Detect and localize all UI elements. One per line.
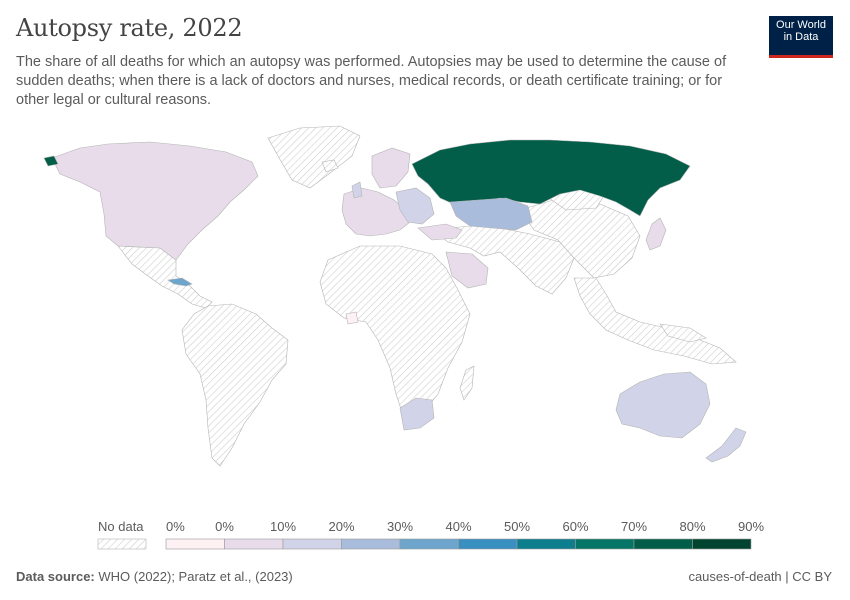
region-australia[interactable] bbox=[615, 371, 711, 439]
legend-bin-label: 40% bbox=[445, 519, 471, 534]
legend-bin-label: 60% bbox=[562, 519, 588, 534]
region-alaska-tip[interactable] bbox=[43, 155, 59, 167]
region-mexico-central-america[interactable] bbox=[117, 245, 213, 309]
legend-bin-label: 0% bbox=[166, 519, 185, 534]
legend-no-data-label: No data bbox=[98, 519, 144, 534]
legend-bin-swatch[interactable] bbox=[165, 538, 225, 550]
region-iceland[interactable] bbox=[321, 159, 339, 173]
region-madagascar[interactable] bbox=[459, 365, 475, 401]
data-source-text[interactable]: WHO (2022); Paratz et al., (2023) bbox=[98, 569, 293, 584]
legend-bin-label: 50% bbox=[504, 519, 530, 534]
region-south-africa[interactable] bbox=[399, 397, 435, 431]
legend-bin-swatch[interactable] bbox=[341, 538, 401, 550]
region-new-zealand[interactable] bbox=[705, 427, 747, 463]
legend-bin-swatch[interactable] bbox=[516, 538, 576, 550]
legend-bin-swatch[interactable] bbox=[458, 538, 518, 550]
region-north-america[interactable] bbox=[51, 141, 259, 261]
owid-logo[interactable]: Our World in Data bbox=[769, 16, 833, 58]
region-southeast-asia[interactable] bbox=[573, 277, 737, 365]
map-legend: No data 0% 0% 10% 20% 30% 40% 50% 60% 70% 80% 90% bbox=[97, 519, 764, 550]
legend-bin-label: 0% bbox=[215, 519, 234, 534]
region-greenland[interactable] bbox=[267, 125, 361, 189]
logo-line-2: in Data bbox=[783, 31, 819, 43]
region-new-guinea[interactable] bbox=[659, 323, 707, 343]
region-kazakhstan[interactable] bbox=[449, 197, 533, 231]
legend-bin-swatch[interactable] bbox=[692, 538, 752, 550]
legend-bin-swatch[interactable] bbox=[575, 538, 635, 550]
region-western-europe[interactable] bbox=[341, 187, 411, 237]
data-source-label: Data source: bbox=[16, 569, 95, 584]
region-cuba[interactable] bbox=[167, 277, 193, 287]
legend-bin-label: 20% bbox=[328, 519, 354, 534]
region-turkey[interactable] bbox=[417, 223, 463, 241]
chart-title: Autopsy rate, 2022 bbox=[16, 14, 243, 42]
legend-bin-label: 10% bbox=[270, 519, 296, 534]
legend-bin-label: 70% bbox=[621, 519, 647, 534]
region-south-america[interactable] bbox=[181, 303, 289, 467]
world-map[interactable] bbox=[0, 118, 850, 518]
data-source: Data source: WHO (2022); Paratz et al., … bbox=[16, 569, 293, 584]
legend-bin-swatch[interactable] bbox=[399, 538, 459, 550]
legend-bin-swatch[interactable] bbox=[282, 538, 342, 550]
region-scandinavia[interactable] bbox=[371, 147, 411, 189]
region-middle-east-south-asia[interactable] bbox=[431, 225, 575, 295]
region-saudi-arabia[interactable] bbox=[445, 251, 489, 289]
topic-license[interactable]: causes-of-death | CC BY bbox=[688, 569, 832, 584]
legend-end-label: 90% bbox=[738, 519, 764, 534]
region-uk[interactable] bbox=[351, 181, 363, 199]
legend-bin-label: 80% bbox=[679, 519, 705, 534]
region-west-africa-spot[interactable] bbox=[345, 311, 359, 325]
region-eastern-europe[interactable] bbox=[395, 187, 435, 225]
region-japan[interactable] bbox=[645, 217, 667, 251]
legend-bin-swatch[interactable] bbox=[633, 538, 693, 550]
legend-bin-swatch[interactable] bbox=[224, 538, 284, 550]
chart-subtitle: The share of all deaths for which an aut… bbox=[16, 54, 727, 108]
logo-line-1: Our World bbox=[776, 19, 826, 31]
region-africa[interactable] bbox=[319, 245, 471, 419]
legend-no-data-swatch bbox=[97, 538, 147, 550]
legend-bin-label: 30% bbox=[387, 519, 413, 534]
